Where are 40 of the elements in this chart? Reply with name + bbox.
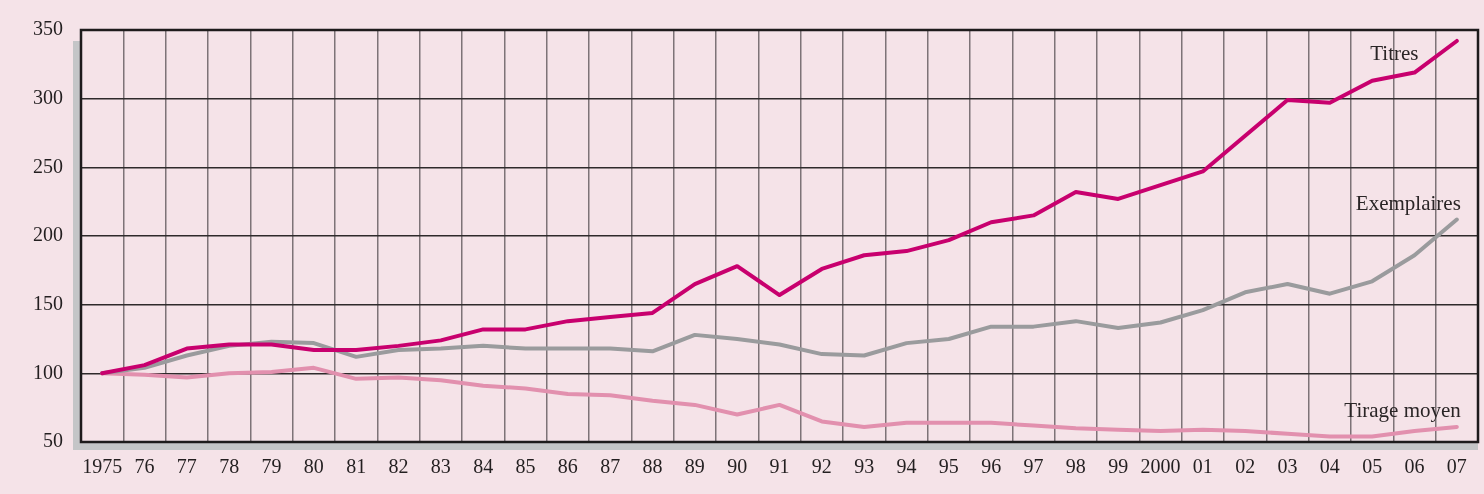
x-tick-label: 90 — [727, 455, 748, 478]
x-tick-label: 98 — [1065, 455, 1086, 478]
x-tick-label: 77 — [176, 455, 197, 478]
x-tick-label: 91 — [769, 455, 790, 478]
y-tick-label: 100 — [33, 360, 63, 383]
x-tick-label: 96 — [981, 455, 1002, 478]
x-tick-label: 03 — [1277, 455, 1298, 478]
x-tick-label: 80 — [303, 455, 324, 478]
x-tick-label: 85 — [515, 455, 536, 478]
x-tick-label: 97 — [1023, 455, 1044, 478]
x-tick-label: 81 — [346, 455, 367, 478]
x-tick-label: 04 — [1319, 455, 1340, 478]
x-tick-label: 83 — [430, 455, 451, 478]
x-tick-label: 02 — [1235, 455, 1256, 478]
x-tick-label: 93 — [854, 455, 875, 478]
y-tick-label: 300 — [33, 85, 63, 108]
x-tick-label: 84 — [473, 455, 494, 478]
y-tick-label: 50 — [43, 429, 63, 452]
x-tick-label: 1975 — [82, 455, 123, 478]
x-tick-label: 89 — [684, 455, 705, 478]
y-tick-label: 250 — [33, 154, 63, 177]
x-tick-label: 94 — [896, 455, 917, 478]
x-tick-label: 86 — [557, 455, 578, 478]
x-tick-label: 05 — [1362, 455, 1383, 478]
y-tick-label: 200 — [33, 223, 63, 246]
x-tick-label: 78 — [219, 455, 240, 478]
y-tick-label: 150 — [33, 291, 63, 314]
x-tick-label: 92 — [811, 455, 832, 478]
x-tick-label: 2000 — [1140, 455, 1181, 478]
x-tick-label: 06 — [1404, 455, 1425, 478]
x-tick-label: 99 — [1108, 455, 1129, 478]
x-tick-label: 76 — [134, 455, 155, 478]
x-tick-label: 87 — [600, 455, 621, 478]
y-tick-label: 350 — [33, 17, 63, 40]
x-tick-label: 01 — [1192, 455, 1213, 478]
x-tick-label: 82 — [388, 455, 409, 478]
x-tick-label: 79 — [261, 455, 282, 478]
x-tick-label: 07 — [1446, 455, 1467, 478]
x-tick-label: 95 — [938, 455, 959, 478]
x-tick-label: 88 — [642, 455, 663, 478]
